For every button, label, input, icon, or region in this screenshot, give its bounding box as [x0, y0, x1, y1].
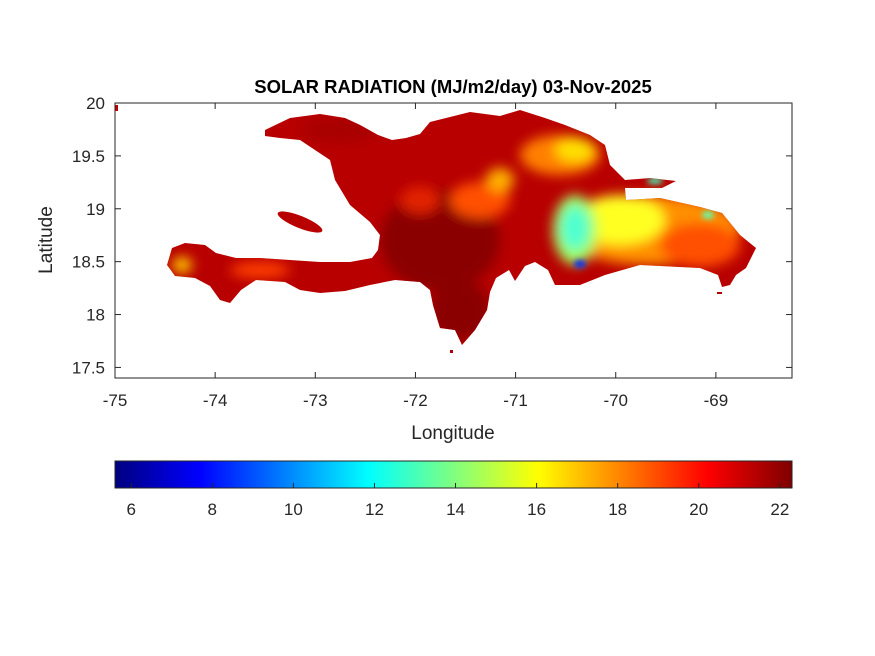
heat-east-cyan	[702, 211, 714, 219]
heat-north-yellow	[555, 138, 595, 162]
y-tick-label: 18	[86, 306, 105, 325]
x-tick-label: -73	[303, 391, 328, 410]
islet	[450, 350, 453, 353]
x-axis: -75 -74 -73 -72 -71 -70 -69	[103, 103, 728, 410]
heat-dark-south	[430, 280, 490, 340]
y-tick-label: 17.5	[72, 358, 105, 377]
x-tick-label: -71	[503, 391, 528, 410]
gonave-island	[277, 211, 323, 233]
heat-south-peninsula	[230, 262, 290, 278]
y-tick-label: 19.5	[72, 147, 105, 166]
heat-ne-cyan	[647, 178, 663, 184]
y-tick-label: 18.5	[72, 253, 105, 272]
y-tick-label: 20	[86, 94, 105, 113]
heat-min-blue	[574, 260, 586, 268]
colorbar-tick-label: 12	[365, 500, 384, 519]
x-tick-label: -74	[203, 391, 228, 410]
chart-title: SOLAR RADIATION (MJ/m2/day) 03-Nov-2025	[254, 76, 652, 97]
colorbar-tick-label: 22	[770, 500, 789, 519]
x-tick-label: -70	[603, 391, 628, 410]
edge-pixel	[115, 105, 118, 111]
colorbar	[114, 460, 793, 489]
heat-spot3	[486, 168, 514, 192]
colorbar-ticks: 6 8 10 12 14 16 18 20 22	[126, 483, 789, 519]
y-axis: 17.5 18 18.5 19 19.5 20	[72, 94, 792, 377]
x-tick-label: -75	[103, 391, 128, 410]
colorbar-tick-label: 14	[446, 500, 465, 519]
colorbar-tick-label: 8	[208, 500, 217, 519]
colorbar-tick-label: 10	[284, 500, 303, 519]
y-tick-label: 19	[86, 200, 105, 219]
heat-west-tip	[172, 257, 192, 273]
heat-spot1	[400, 186, 440, 214]
islet	[717, 292, 722, 294]
heat-east-yellow	[575, 195, 665, 245]
x-tick-label: -72	[403, 391, 428, 410]
colorbar-tick-label: 18	[608, 500, 627, 519]
x-axis-label: Longitude	[411, 423, 494, 444]
x-tick-label: -69	[704, 391, 729, 410]
colorbar-tick-label: 16	[527, 500, 546, 519]
colorbar-tick-label: 6	[126, 500, 135, 519]
colorbar-tick-label: 20	[689, 500, 708, 519]
heat-far-east	[660, 223, 740, 267]
y-axis-label: Latitude	[36, 206, 57, 274]
heat-central-cyan	[561, 206, 589, 250]
